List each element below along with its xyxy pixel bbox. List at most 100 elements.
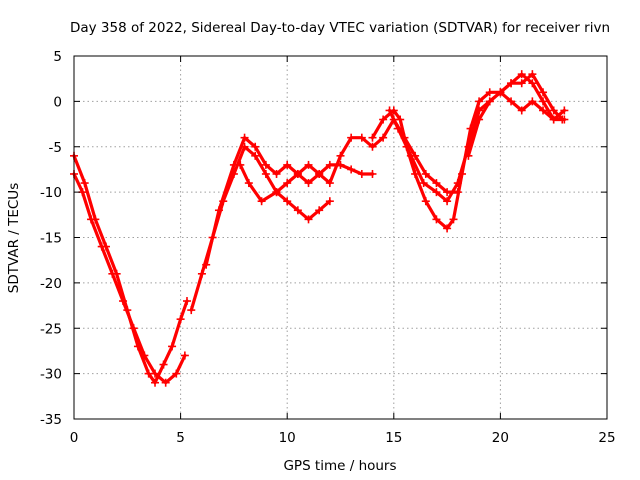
y-tick-label: 5 (53, 49, 62, 65)
y-tick-label: -30 (40, 367, 62, 383)
data-point-marker (357, 133, 366, 142)
data-point-marker (396, 115, 405, 124)
data-point-marker (517, 79, 526, 88)
data-point-marker (325, 179, 334, 188)
y-tick-label: -35 (40, 412, 62, 428)
data-point-marker (421, 169, 430, 178)
y-tick-label: -20 (40, 276, 62, 292)
data-point-marker (87, 215, 96, 224)
data-point-marker (80, 179, 89, 188)
series-track-8 (464, 70, 567, 160)
data-point-marker (151, 369, 160, 378)
y-axis-label: SDTVAR / TECUs (6, 183, 22, 293)
data-point-marker (394, 124, 403, 133)
data-point-marker (507, 79, 516, 88)
data-point-marker (257, 197, 266, 206)
y-tick-label: 0 (53, 94, 62, 110)
data-point-marker (304, 160, 313, 169)
x-tick-label: 5 (176, 430, 185, 446)
data-point-marker (304, 179, 313, 188)
x-tick-label: 15 (385, 430, 402, 446)
data-point-marker (379, 115, 388, 124)
data-point-marker (97, 242, 106, 251)
data-point-marker (385, 106, 394, 115)
data-point-marker (560, 106, 569, 115)
series-line (370, 90, 567, 230)
series-track-1 (70, 151, 191, 387)
data-point-marker (202, 260, 211, 269)
data-point-marker (539, 97, 548, 106)
data-point-marker (432, 179, 441, 188)
data-point-marker (549, 115, 558, 124)
y-tick-label: -25 (40, 321, 62, 337)
data-point-marker (172, 369, 181, 378)
data-point-marker (475, 97, 484, 106)
data-point-marker (315, 169, 324, 178)
x-tick-label: 10 (279, 430, 296, 446)
data-point-marker (421, 197, 430, 206)
data-point-marker (159, 360, 168, 369)
data-point-marker (507, 97, 516, 106)
data-point-marker (528, 70, 537, 79)
data-point-marker (236, 160, 245, 169)
data-point-marker (449, 215, 458, 224)
data-point-marker (176, 315, 185, 324)
data-point-marker (315, 206, 324, 215)
data-series (70, 70, 569, 387)
data-point-marker (485, 88, 494, 97)
data-point-marker (140, 351, 149, 360)
x-tick-label: 25 (598, 430, 615, 446)
data-point-marker (357, 169, 366, 178)
data-point-marker (539, 88, 548, 97)
data-point-marker (251, 151, 260, 160)
data-point-marker (336, 151, 345, 160)
data-point-marker (180, 351, 189, 360)
data-point-marker (119, 297, 128, 306)
series-line (189, 145, 332, 312)
data-point-marker (464, 151, 473, 160)
data-point-marker (187, 306, 196, 315)
data-point-marker (517, 106, 526, 115)
data-point-marker (379, 133, 388, 142)
series-line (204, 136, 375, 267)
data-point-marker (368, 142, 377, 151)
series-line (72, 154, 189, 385)
data-point-marker (261, 169, 270, 178)
data-point-marker (558, 115, 567, 124)
data-point-marker (214, 206, 223, 215)
data-point-marker (443, 224, 452, 233)
data-point-marker (347, 133, 356, 142)
series-line (466, 72, 564, 158)
data-point-marker (432, 215, 441, 224)
grid (74, 56, 607, 419)
series-line (72, 172, 187, 385)
data-point-marker (347, 165, 356, 174)
data-point-marker (240, 133, 249, 142)
data-point-marker (151, 378, 160, 387)
data-point-marker (272, 188, 281, 197)
y-tick-label: -10 (40, 185, 62, 201)
data-point-marker (283, 160, 292, 169)
data-point-marker (161, 378, 170, 387)
data-point-marker (453, 179, 462, 188)
series-line (387, 72, 567, 203)
data-point-marker (325, 197, 334, 206)
data-point-marker (368, 133, 377, 142)
data-point-marker (517, 70, 526, 79)
data-point-marker (443, 188, 452, 197)
data-point-marker (539, 106, 548, 115)
data-point-marker (168, 342, 177, 351)
data-point-marker (293, 169, 302, 178)
data-point-marker (419, 179, 428, 188)
data-point-marker (528, 79, 537, 88)
x-axis-label: GPS time / hours (283, 458, 396, 474)
y-tick-label: -5 (49, 140, 62, 156)
data-point-marker (549, 106, 558, 115)
data-point-marker (244, 179, 253, 188)
y-tick-label: -15 (40, 231, 62, 247)
data-point-marker (272, 169, 281, 178)
data-point-marker (304, 215, 313, 224)
chart-title: Day 358 of 2022, Sidereal Day-to-day VTE… (70, 20, 610, 36)
data-point-marker (368, 169, 377, 178)
